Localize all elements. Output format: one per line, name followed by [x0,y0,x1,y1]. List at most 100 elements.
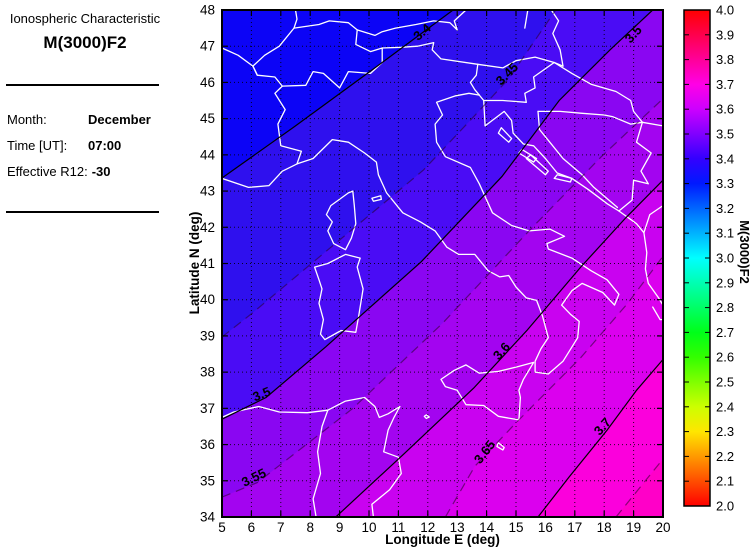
x-axis-title: Longitude E (deg) [385,532,500,547]
colorbar-tick-label: 2.5 [716,375,734,390]
coastline-drina-border [618,121,652,212]
x-tick-label: 8 [306,520,314,535]
coastline-pantelleria [423,414,430,420]
colorbar-tick-label: 4.0 [716,3,734,18]
y-tick-label: 46 [200,75,215,90]
field-time-label: Time [UT]: [7,138,68,153]
y-tick-label: 35 [200,473,215,488]
field-time: Time [UT]: 07:00 [7,138,121,153]
field-time-value: 07:00 [88,138,122,153]
y-tick-label: 43 [200,184,215,199]
field-month-value: December [88,112,151,127]
colorbar-tick-label: 3.0 [716,251,734,266]
x-tick-label: 13 [450,520,465,535]
colorbar-ticks [684,9,710,507]
x-tick-label: 9 [336,520,344,535]
coastline-slovenia-croatia-border [483,61,555,103]
y-tick-label: 48 [200,3,215,18]
y-tick-label: 37 [200,401,215,416]
grid [222,10,663,517]
coastline-france-italy-border [274,85,303,165]
x-tick-label: 19 [626,520,641,535]
field-month-label: Month: [7,112,47,127]
contour-line-3.7 [537,359,663,517]
coastline-sardinia [313,253,364,341]
colorbar-tick-label: 3.7 [716,77,734,92]
colorbar-tick-label: 2.4 [716,399,734,414]
x-tick-label: 16 [538,520,553,535]
coastline-austria-styria-border [524,10,529,29]
colorbar-tick-label: 3.4 [716,151,734,166]
colorbar-tick-label: 3.3 [716,176,734,191]
colorbar-tick-label: 2.3 [716,424,734,439]
contour-line-3.65 [444,255,663,517]
coastline-croatia-bosnia-border [537,110,619,209]
y-tick-label: 34 [200,510,216,525]
colorbar-tick-label: 2.8 [716,300,734,315]
contour-line-3.6 [335,179,663,517]
contour-label-3.5: 3.5 [250,384,272,405]
coastline-dalmatian-island-cres [497,127,513,143]
colorbar-tick-label: 3.8 [716,52,734,67]
field-r12: Effective R12: -30 [7,164,111,179]
colorbar-tick-label: 2.2 [716,449,734,464]
colorbar-tick-label: 2.9 [716,275,734,290]
colorbar-tick-label: 2.1 [716,474,734,489]
band-fill-ge-3.65 [222,256,663,517]
coastline-dalmatian-island-kornati [525,154,549,176]
coastline-italy-mainland [222,92,620,375]
coastline-malta [496,442,505,451]
colorbar-tick-label: 2.0 [716,499,734,514]
x-tick-label: 7 [277,520,285,535]
colorbar-tick-label: 3.2 [716,201,734,216]
coastline-rhine-border [293,10,298,29]
y-tick-label: 41 [200,256,215,271]
x-tick-label: 12 [420,520,435,535]
coastline-italy-slovenia-border [469,63,480,96]
y-tick-label: 45 [200,111,215,126]
x-tick-label: 6 [248,520,256,535]
field-month: Month: December [7,112,151,127]
colorbar-tick-label: 3.9 [716,27,734,42]
coastline-corsica [325,190,357,251]
x-tick-label: 10 [361,520,376,535]
y-tick-label: 42 [200,220,215,235]
contour-line-3.4 [222,10,454,179]
panel-divider-bottom [6,211,159,213]
y-axis-title: Latitude N (deg) [187,211,202,315]
y-tick-label: 38 [200,365,215,380]
y-tick-label: 39 [200,328,215,343]
coastline-algeria-tunisia-border [312,409,329,517]
colorbar-tick-label: 2.6 [716,350,734,365]
coastline-germany-austria-border [356,10,467,37]
coastline-hungary-croatia-border [553,61,644,123]
y-tick-label: 44 [200,147,216,162]
coastlines [222,10,663,517]
x-tick-label: 20 [655,520,670,535]
coastline-serbia-east-border [641,121,663,127]
colorbar-title: M(3000)F2 [737,220,752,284]
coastline-sicily [440,361,535,421]
axis-ticks [221,9,664,518]
panel-title: M(3000)F2 [43,33,127,52]
coastline-elba [371,195,382,202]
contour-line-3.75 [615,458,663,517]
map-area: 3.43.453.53.53.553.63.653.7 [222,10,663,517]
colorbar-tick-label: 3.5 [716,127,734,142]
x-tick-label: 14 [479,520,495,535]
contour-line-3.45 [222,10,557,338]
coastline-dalmatian-island-hvar [553,174,573,183]
contour-line-3.55 [222,98,663,498]
colorbar-tick-label: 2.7 [716,325,734,340]
coastline-switzerland-border [252,20,383,89]
x-tick-label: 5 [218,520,226,535]
coastline-africa-coast [222,396,402,517]
field-r12-label: Effective R12: [7,164,88,179]
x-tick-label: 17 [567,520,582,535]
coastline-austria-hungary-border [550,10,564,67]
coastline-austria-italy-slovenia-border [381,41,564,69]
coastline-montenegro-albania-border [643,204,663,234]
coastline-sava-border [537,110,644,125]
